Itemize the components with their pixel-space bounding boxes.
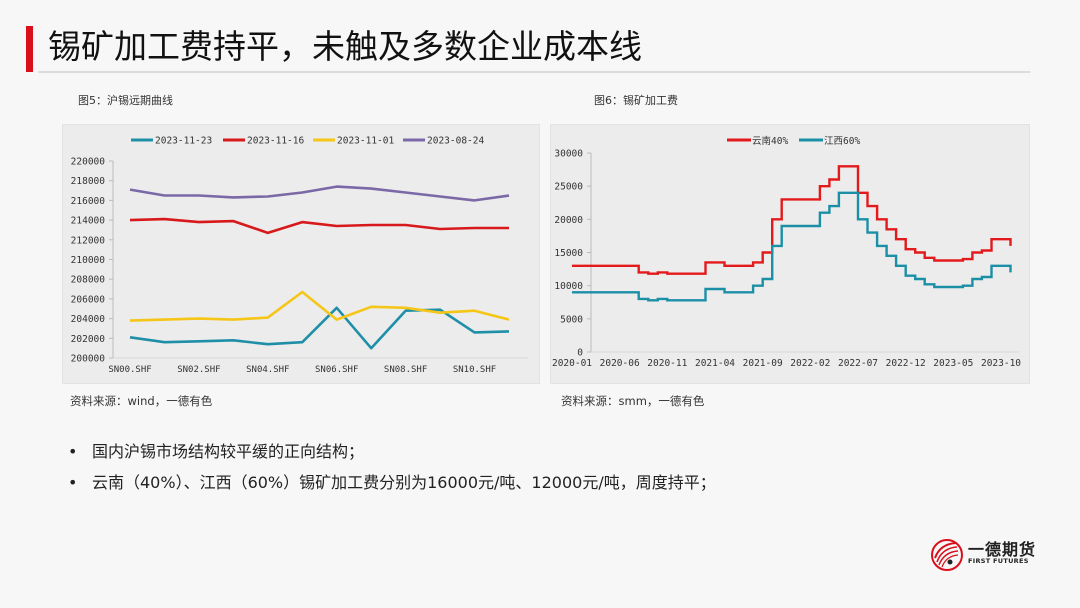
bullet-item: • 国内沪锡市场结构较平缓的正向结构；	[68, 440, 716, 471]
x-tick-label: SN10.SHF	[453, 365, 496, 375]
y-tick-label: 212000	[71, 235, 106, 246]
y-tick-label: 206000	[71, 294, 106, 305]
figure-5-caption: 图5：沪锡远期曲线	[78, 94, 173, 107]
x-tick-label: 2022-02	[790, 358, 830, 369]
x-tick-label: SN00.SHF	[108, 365, 151, 375]
title-divider	[38, 71, 1030, 73]
y-tick-label: 210000	[71, 255, 106, 266]
legend-label: 2023-08-24	[427, 136, 484, 147]
series-line	[129, 185, 510, 202]
x-tick-label: 2021-09	[743, 358, 783, 369]
y-tick-label: 0	[577, 348, 583, 359]
y-tick-label: 10000	[554, 281, 583, 292]
bullet-dot: •	[68, 442, 78, 461]
y-tick-label: 20000	[554, 215, 583, 226]
forward-curve-chart: 200000 202000 204000 206000 208000 210000 2120…	[62, 124, 540, 384]
x-tick-label: 2020-11	[647, 358, 687, 369]
x-tick-label: 2020-06	[600, 358, 640, 369]
series-line	[129, 217, 509, 235]
x-tick-label: 2022-12	[886, 358, 926, 369]
legend-label: 2023-11-01	[337, 136, 394, 147]
y-tick-label: 208000	[71, 275, 106, 286]
logo-emblem-icon	[931, 539, 963, 571]
y-tick-label: 202000	[71, 334, 106, 345]
series-line	[129, 290, 510, 322]
processing-fee-chart: 0 5000 10000 15000 20000 25000 30000 2020-01 202…	[550, 124, 1030, 384]
processing-fee-plot: 0 5000 10000 15000 20000 25000 30000 2020-01 202…	[552, 135, 1021, 369]
title-accent-bar	[26, 26, 33, 72]
bullet-dot: •	[68, 473, 78, 492]
x-tick-label: 2021-04	[695, 358, 735, 369]
x-tick-label: 2022-07	[838, 358, 878, 369]
y-tick-label: 216000	[71, 196, 106, 207]
y-tick-label: 220000	[71, 157, 106, 168]
x-tick-label: 2023-10	[981, 358, 1021, 369]
legend-label: 江西60%	[824, 136, 860, 147]
bullet-text: 云南（40%）、江西（60%）锡矿加工费分别为16000元/吨、12000元/吨…	[92, 473, 716, 492]
bullet-item: • 云南（40%）、江西（60%）锡矿加工费分别为16000元/吨、12000元…	[68, 471, 716, 502]
logo-en-text: FIRST FUTURES	[968, 557, 1029, 565]
y-tick-label: 15000	[554, 248, 583, 259]
y-tick-label: 30000	[554, 149, 583, 160]
company-logo: 一德期货 FIRST FUTURES	[930, 536, 1040, 576]
x-tick-label: SN04.SHF	[246, 365, 289, 375]
page-title: 锡矿加工费持平，未触及多数企业成本线	[48, 27, 642, 66]
y-tick-label: 200000	[71, 354, 106, 365]
bullet-text: 国内沪锡市场结构较平缓的正向结构；	[92, 442, 365, 461]
logo-cn-text: 一德期货	[968, 540, 1037, 559]
summary-bullets: • 国内沪锡市场结构较平缓的正向结构； • 云南（40%）、江西（60%）锡矿加…	[68, 440, 716, 502]
legend-label: 2023-11-23	[155, 136, 212, 147]
y-tick-label: 5000	[560, 314, 583, 325]
x-tick-label: SN06.SHF	[315, 365, 358, 375]
series-line	[129, 306, 510, 350]
x-tick-label: SN08.SHF	[384, 365, 427, 375]
figure-5-source: 资料来源：wind，一德有色	[70, 394, 213, 408]
figure-6-source: 资料来源：smm，一德有色	[561, 394, 705, 408]
legend-label: 2023-11-16	[247, 136, 304, 147]
y-tick-label: 218000	[71, 176, 106, 187]
series-step-line	[572, 165, 1012, 275]
forward-curve-plot: 200000 202000 204000 206000 208000 210000 2120…	[71, 136, 528, 375]
series-step-line	[572, 191, 1012, 302]
legend-label: 云南40%	[752, 135, 788, 147]
y-tick-label: 204000	[71, 314, 106, 325]
y-tick-label: 214000	[71, 216, 106, 227]
x-tick-label: 2023-05	[933, 358, 973, 369]
x-tick-label: 2020-01	[552, 358, 592, 369]
x-tick-label: SN02.SHF	[177, 365, 220, 375]
figure-6-caption: 图6：锡矿加工费	[594, 94, 678, 107]
y-tick-label: 25000	[554, 182, 583, 193]
